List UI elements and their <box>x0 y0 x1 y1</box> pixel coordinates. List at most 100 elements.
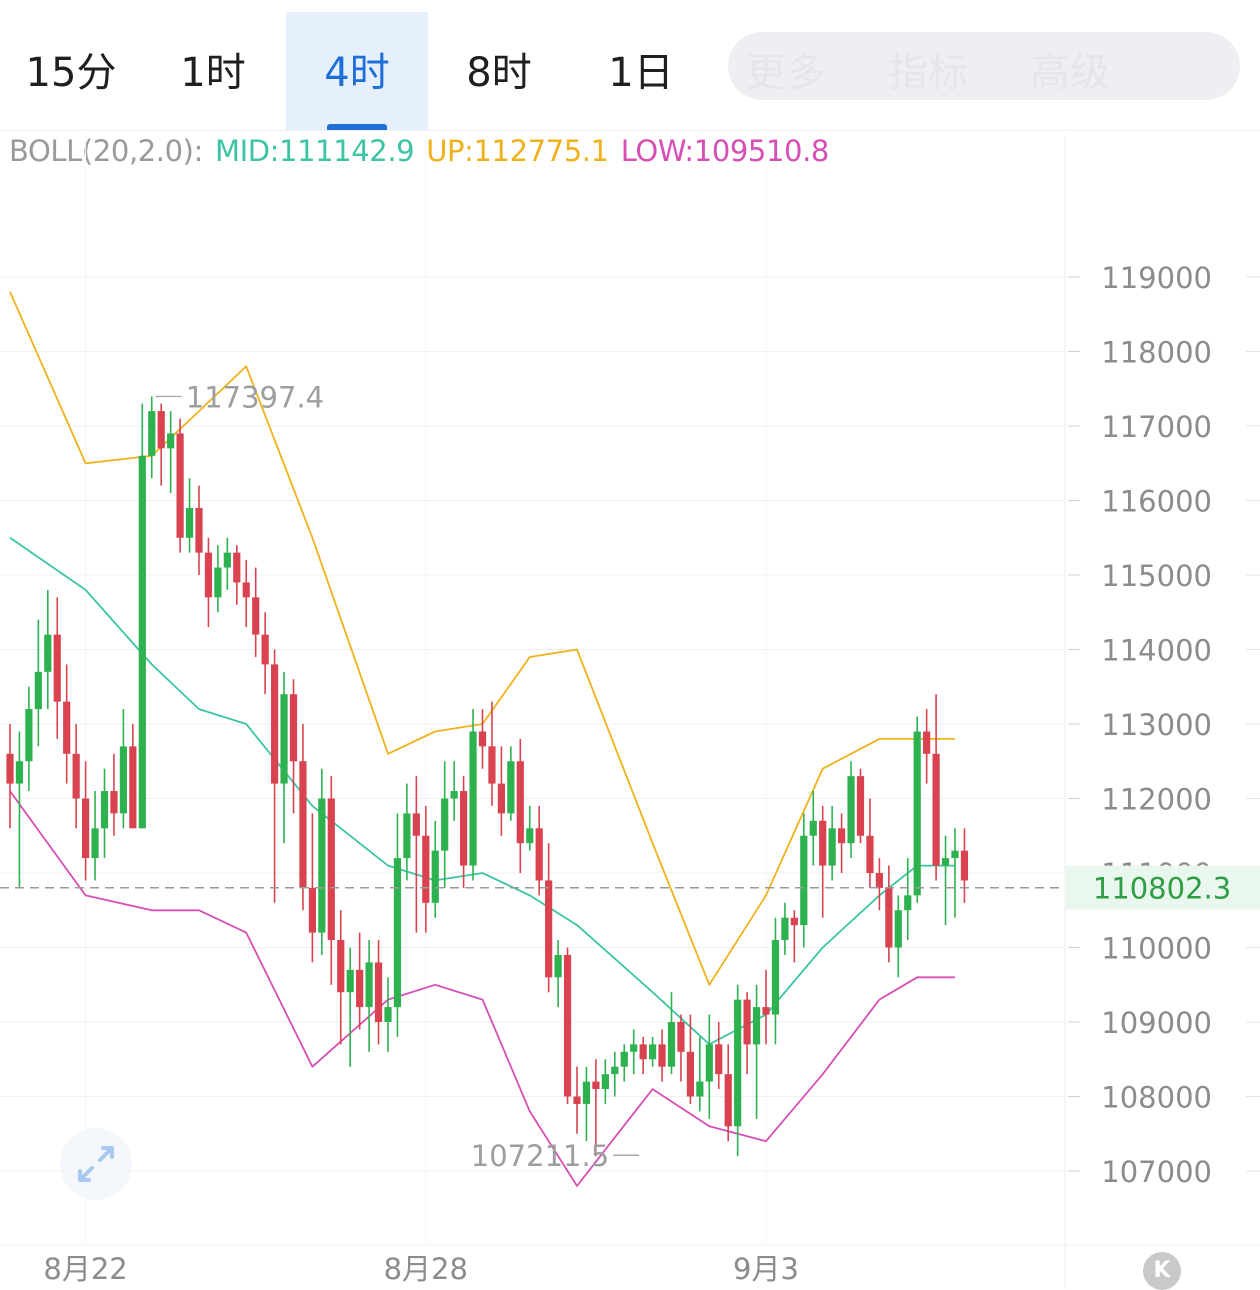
candle-body <box>951 850 959 859</box>
candle-body <box>138 455 146 829</box>
candle-body <box>601 1074 609 1090</box>
candle-body <box>261 634 269 665</box>
tab-15min[interactable]: 15分 <box>25 50 117 96</box>
candle-body <box>148 411 156 456</box>
candle-body <box>15 761 24 784</box>
candle-body <box>289 694 298 762</box>
k-icon[interactable]: K <box>1143 1252 1181 1290</box>
candle-body <box>318 798 326 933</box>
candle-body <box>923 731 931 754</box>
candle-body <box>847 776 855 844</box>
boll-up-value: UP:112775.1 <box>426 134 609 168</box>
candle-body <box>185 507 194 538</box>
candle-body <box>667 1022 676 1067</box>
candle-body <box>6 753 14 784</box>
y-tick-label: 116000 <box>1101 485 1212 519</box>
candle-body <box>960 850 969 881</box>
y-tick-label: 117000 <box>1101 410 1212 444</box>
candle-body <box>422 835 430 903</box>
candle-body <box>44 634 52 672</box>
candle-body <box>233 552 241 583</box>
candle-body <box>696 1081 704 1097</box>
candle-body <box>53 634 61 702</box>
candle-body <box>866 835 874 873</box>
candle-body <box>762 1007 770 1015</box>
candle-body <box>157 411 165 449</box>
candle-body <box>658 1044 666 1067</box>
candle-body <box>129 746 137 829</box>
y-tick-label: 110000 <box>1101 932 1212 966</box>
candle-body <box>790 917 798 926</box>
tab-4hour[interactable]: 4时 <box>286 12 428 130</box>
y-tick-label: 108000 <box>1101 1081 1212 1115</box>
candle-body <box>25 709 33 762</box>
candle-body <box>771 940 780 1015</box>
candle-body <box>280 694 288 784</box>
candle-body <box>488 746 496 784</box>
y-tick-label: 118000 <box>1101 336 1212 370</box>
y-tick-label: 119000 <box>1101 261 1212 295</box>
timeframe-tab-bar: 15分 1时 4时 8时 1日 更多 指标 高级 <box>0 0 1260 131</box>
candle-body <box>913 731 921 896</box>
candle-body <box>724 1074 732 1127</box>
candle-body <box>91 828 99 859</box>
candle-body <box>63 701 71 754</box>
candle-body <box>469 731 477 866</box>
candle-body <box>611 1066 619 1075</box>
y-tick-label: 107000 <box>1101 1155 1212 1189</box>
candle-body <box>526 828 534 844</box>
candle-body <box>800 835 808 926</box>
candle-body <box>403 813 411 859</box>
tab-1day[interactable]: 1日 <box>608 50 674 96</box>
candle-body <box>677 1022 685 1052</box>
candle-body <box>167 433 175 449</box>
candle-body <box>100 791 109 829</box>
y-tick-label: 113000 <box>1101 708 1212 742</box>
boll-lower-line <box>9 790 955 1187</box>
candle-body <box>875 873 883 888</box>
candle-body <box>592 1081 600 1090</box>
candle-body <box>715 1044 723 1075</box>
candle-body <box>932 753 940 866</box>
candle-body <box>110 791 118 814</box>
candle-body <box>450 791 458 799</box>
x-tick-label: 8月22 <box>43 1252 127 1286</box>
blur-overlay <box>728 32 1240 100</box>
x-tick-label: 8月28 <box>384 1252 468 1286</box>
candle-body <box>705 1044 713 1082</box>
tab-1hour[interactable]: 1时 <box>180 50 246 96</box>
candle-body <box>82 798 90 859</box>
candle-body <box>904 895 912 911</box>
candle-body <box>308 887 316 933</box>
candle-body <box>686 1051 694 1097</box>
boll-low-value: LOW:109510.8 <box>620 134 830 168</box>
boll-legend: BOLL(20,2.0): MID:111142.9 UP:112775.1 LOW:… <box>9 134 841 168</box>
candle-body <box>214 567 222 598</box>
candle-body <box>204 552 213 598</box>
expand-button[interactable] <box>60 1128 132 1200</box>
candle-body <box>781 917 789 941</box>
candle-body <box>327 798 335 941</box>
candle-body <box>223 552 231 568</box>
candle-body <box>478 731 487 747</box>
candle-body <box>72 753 80 799</box>
candle-body <box>176 433 184 538</box>
candle-body <box>441 798 449 851</box>
boll-label: BOLL(20,2.0): <box>9 134 203 168</box>
candle-body <box>639 1044 647 1060</box>
candle-body <box>630 1044 638 1052</box>
candle-body <box>252 597 260 635</box>
high-annotation: 117397.4 <box>186 380 324 414</box>
candle-body <box>119 746 127 814</box>
candle-body <box>460 791 468 866</box>
candle-body <box>412 813 420 836</box>
candle-body <box>809 820 817 836</box>
tab-8hour[interactable]: 8时 <box>466 50 532 96</box>
candle-body <box>828 828 836 866</box>
candle-body <box>941 858 950 866</box>
candle-body <box>34 671 42 710</box>
boll-upper-line <box>9 291 955 986</box>
candle-body <box>346 969 354 993</box>
candle-body <box>516 761 524 844</box>
candle-body <box>374 962 383 1022</box>
